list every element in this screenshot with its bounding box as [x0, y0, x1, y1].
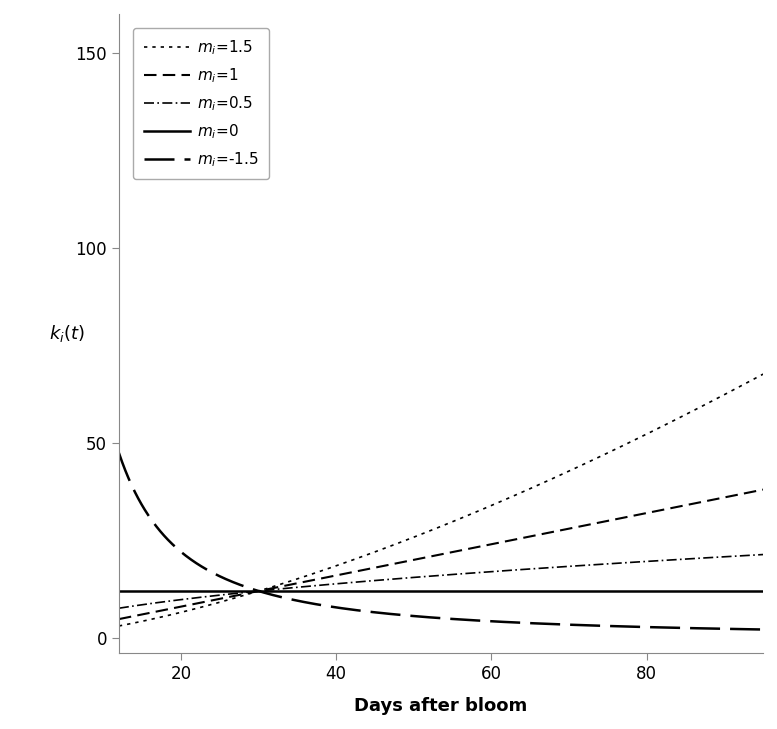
Legend: $m_i$=1.5, $m_i$=1, $m_i$=0.5, $m_i$=0, $m_i$=-1.5: $m_i$=1.5, $m_i$=1, $m_i$=0.5, $m_i$=0, …	[133, 28, 270, 179]
X-axis label: Days after bloom: Days after bloom	[354, 697, 528, 715]
Y-axis label: $k_i(t)$: $k_i(t)$	[50, 323, 85, 344]
